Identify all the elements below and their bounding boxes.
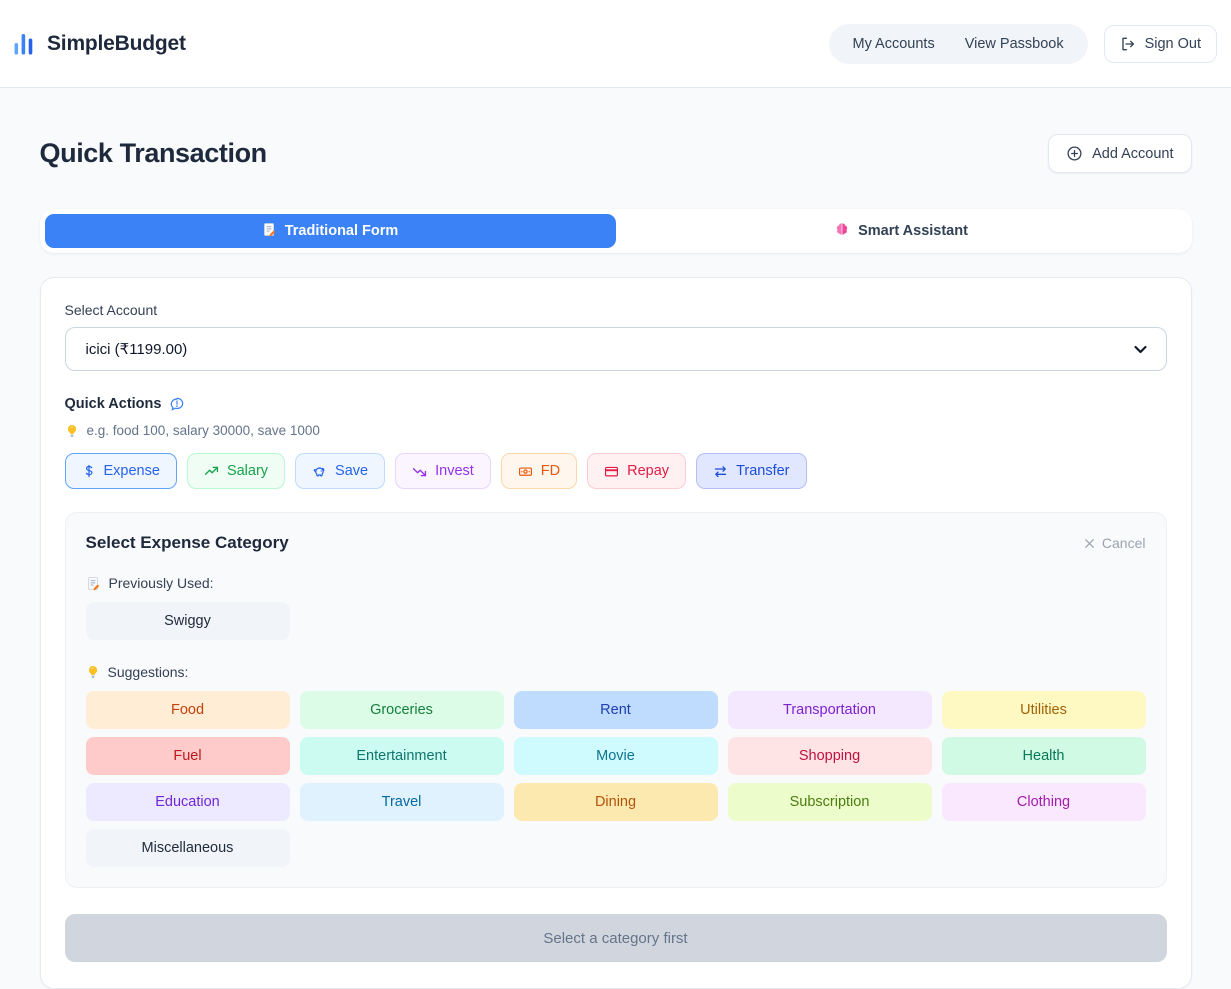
previously-used-header: Previously Used:	[86, 575, 1146, 591]
close-icon	[1083, 537, 1096, 550]
hint-row: e.g. food 100, salary 30000, save 1000	[65, 423, 1167, 438]
quick-action-button[interactable]: Expense	[65, 453, 177, 489]
banknote-icon	[518, 464, 533, 479]
credit-card-icon	[604, 464, 619, 479]
add-account-button[interactable]: Add Account	[1048, 134, 1191, 173]
nav-link[interactable]: My Accounts	[853, 36, 935, 52]
category-chip[interactable]: Miscellaneous	[86, 829, 290, 867]
quick-action-button[interactable]: Salary	[187, 453, 285, 489]
category-panel-head: Select Expense Category Cancel	[86, 533, 1146, 553]
trending-down-icon	[412, 464, 427, 479]
suggestions-header: Suggestions:	[86, 664, 1146, 680]
suggestions-label: Suggestions:	[108, 664, 189, 680]
tabbar: Traditional Form Smart Assistant	[40, 209, 1192, 253]
lightbulb-icon	[65, 424, 79, 438]
tab-label: Smart Assistant	[858, 223, 968, 239]
app-header: SimpleBudget My Accounts View Passbook Si…	[0, 0, 1231, 88]
quick-action-button[interactable]: Invest	[395, 453, 491, 489]
sign-out-label: Sign Out	[1145, 36, 1201, 52]
logout-icon	[1120, 36, 1136, 52]
suggestion-chips: Food Groceries Rent Transportation Utilities…	[86, 691, 1146, 867]
memo-icon	[86, 576, 101, 591]
header-right: My Accounts View Passbook Sign Out	[829, 24, 1218, 64]
category-chip[interactable]: Travel	[300, 783, 504, 821]
quick-action-label: Transfer	[736, 463, 789, 479]
quick-action-button[interactable]: Repay	[587, 453, 686, 489]
header-nav: My Accounts View Passbook	[829, 24, 1088, 64]
quick-action-label: FD	[541, 463, 560, 479]
quick-action-button[interactable]: Save	[295, 453, 385, 489]
category-chip[interactable]: Movie	[514, 737, 718, 775]
previously-used-label: Previously Used:	[109, 575, 214, 591]
category-chip[interactable]: Education	[86, 783, 290, 821]
suggestions-block: Suggestions: Food Groceries Rent Transporta…	[86, 664, 1146, 867]
piggy-bank-icon	[312, 464, 327, 479]
lightbulb-icon	[86, 665, 100, 679]
chevron-down-icon	[1132, 341, 1149, 358]
quick-action-button[interactable]: FD	[501, 453, 577, 489]
memo-icon	[262, 222, 277, 241]
category-chip[interactable]: Utilities	[942, 691, 1146, 729]
category-chip[interactable]: Fuel	[86, 737, 290, 775]
bar-chart-logo-icon	[14, 30, 34, 57]
quick-actions-row: Quick Actions	[65, 396, 1167, 412]
sign-out-button[interactable]: Sign Out	[1104, 25, 1217, 63]
hint-text: e.g. food 100, salary 30000, save 1000	[87, 423, 320, 438]
category-chip[interactable]: Food	[86, 691, 290, 729]
add-account-label: Add Account	[1092, 146, 1173, 162]
submit-button[interactable]: Select a category first	[65, 914, 1167, 962]
previously-used-chip[interactable]: Swiggy	[86, 602, 290, 640]
transfer-icon	[713, 464, 728, 479]
dollar-icon	[82, 464, 96, 478]
account-select[interactable]: icici (₹1199.00)	[65, 327, 1167, 371]
quick-action-label: Salary	[227, 463, 268, 479]
quick-action-button[interactable]: Transfer	[696, 453, 806, 489]
category-chip[interactable]: Transportation	[728, 691, 932, 729]
category-chip[interactable]: Groceries	[300, 691, 504, 729]
page-head: Quick Transaction Add Account	[40, 134, 1192, 173]
cancel-button[interactable]: Cancel	[1083, 535, 1146, 551]
plus-circle-icon	[1066, 145, 1083, 162]
category-chip[interactable]: Shopping	[728, 737, 932, 775]
quick-action-label: Save	[335, 463, 368, 479]
quick-action-label: Invest	[435, 463, 474, 479]
brand: SimpleBudget	[14, 30, 186, 57]
category-chip[interactable]: Health	[942, 737, 1146, 775]
info-bubble-icon[interactable]	[169, 396, 185, 412]
cancel-label: Cancel	[1102, 535, 1146, 551]
quick-actions-label: Quick Actions	[65, 396, 162, 412]
account-select-value: icici (₹1199.00)	[86, 340, 188, 358]
brain-icon	[834, 221, 850, 241]
category-chip[interactable]: Subscription	[728, 783, 932, 821]
transaction-card: Select Account icici (₹1199.00) Quick Ac…	[40, 277, 1192, 989]
main-content: Quick Transaction Add Account Traditiona…	[40, 88, 1192, 989]
select-account-label: Select Account	[65, 302, 1167, 318]
tab-smart-assistant[interactable]: Smart Assistant	[616, 214, 1187, 248]
page-title: Quick Transaction	[40, 138, 267, 169]
category-chip[interactable]: Clothing	[942, 783, 1146, 821]
previously-used-block: Previously Used: Swiggy	[86, 575, 1146, 640]
tab-traditional-form[interactable]: Traditional Form	[45, 214, 616, 248]
category-chip[interactable]: Rent	[514, 691, 718, 729]
tab-label: Traditional Form	[285, 223, 399, 239]
category-panel-title: Select Expense Category	[86, 533, 289, 553]
quick-actions-buttons: Expense Salary Save Invest FD Repay	[65, 453, 1167, 489]
trending-up-icon	[204, 464, 219, 479]
brand-title: SimpleBudget	[47, 32, 186, 56]
category-chip[interactable]: Dining	[514, 783, 718, 821]
nav-link[interactable]: View Passbook	[965, 36, 1064, 52]
quick-action-label: Repay	[627, 463, 669, 479]
quick-action-label: Expense	[104, 463, 160, 479]
category-chip[interactable]: Entertainment	[300, 737, 504, 775]
category-panel: Select Expense Category Cancel Previousl…	[65, 512, 1167, 888]
previously-used-chips: Swiggy	[86, 602, 1146, 640]
